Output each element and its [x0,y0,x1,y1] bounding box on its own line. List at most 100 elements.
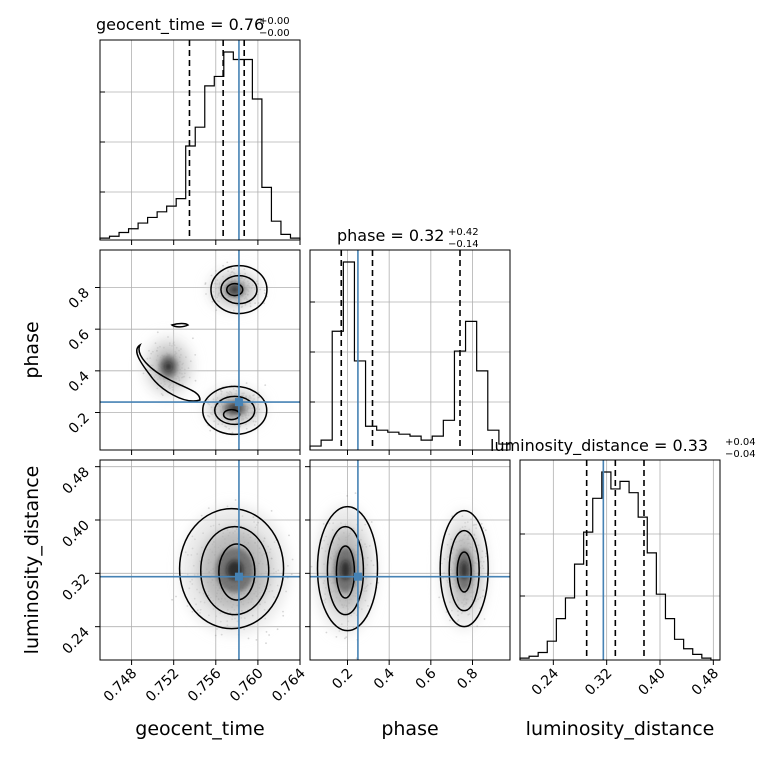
x-tick-label: 0.764 [269,665,309,705]
contour-line [335,545,356,599]
y-tick-label: 0.2 [66,410,93,437]
sample-point [482,527,485,529]
sample-point [354,492,357,494]
sample-point [480,522,483,525]
sample-point [290,573,293,576]
sample-point [377,581,380,584]
sample-point [310,565,313,568]
luminosity-distance-vs-phase-panel: 0.2 0.4 0.6 0.8 [305,459,511,693]
truth-marker [234,398,243,407]
density-shade [340,560,351,580]
x-tick-label: 0.40 [635,666,668,699]
sample-point [345,636,348,638]
density-shade [460,561,468,579]
sample-point [344,637,346,640]
sample-point [288,534,290,537]
histogram-step-line [99,51,301,240]
x-tick-label: 0.24 [529,665,562,698]
sample-point [265,631,268,633]
y-axis-label-phase: phase [21,321,43,378]
truth-marker [353,572,362,581]
y-tick-label: 0.24 [59,624,92,657]
sample-point [346,495,349,497]
sample-point [220,633,223,636]
sample-point [247,637,250,640]
contour-line [136,342,201,402]
contour-line [170,322,190,328]
y-axis-label-luminosity-distance: luminosity_distance [21,466,43,655]
panel-frame [309,459,511,661]
sample-point [268,634,270,636]
sample-point [370,521,373,523]
luminosity-distance-title: luminosity_distance = 0.33 +0.04 −0.04 [490,436,756,460]
sample-point [276,628,279,631]
sample-point [265,642,267,645]
panel-frame [99,249,301,451]
sample-point [438,596,441,599]
sample-point [171,598,174,601]
panel-frame [309,249,511,451]
y-tick-label: 0.4 [66,368,93,395]
contour-line [448,529,480,612]
x-tick-label: 0.48 [689,666,722,699]
density-shade [230,286,239,293]
contour-line [225,282,244,297]
geocent-time-histogram-panel [99,39,301,245]
sample-point [186,605,189,607]
svg-text:−0.14: −0.14 [448,239,479,250]
contour-line [439,509,489,628]
x-tick-label: 0.752 [143,666,183,706]
sample-point [282,614,285,617]
truth-marker [234,572,243,581]
sample-point [231,431,234,434]
geocent-time-title: geocent_time = 0.76 +0.00 −0.00 [96,15,290,39]
phase-title: phase = 0.32 +0.42 −0.14 [337,226,479,250]
contour-line [199,525,270,616]
sample-point [214,634,217,637]
svg-text:phase = 0.32: phase = 0.32 [337,226,444,245]
contour-line [213,395,256,426]
sample-point [282,610,284,613]
sample-point [263,289,266,292]
panel-frame [99,39,301,241]
y-tick-label: 0.40 [59,518,92,551]
svg-text:geocent_time = 0.76: geocent_time = 0.76 [96,15,264,35]
sample-point [484,529,487,532]
x-tick-label: 0.4 [371,665,398,692]
y-tick-label: 0.8 [66,285,93,312]
sample-point [335,636,338,638]
sample-point [200,514,203,517]
sample-point [476,625,479,628]
phase-histogram-panel [309,249,511,455]
svg-text:+0.00: +0.00 [259,16,290,27]
contour-line [456,551,472,593]
sample-point [234,499,237,501]
sample-point [226,261,229,264]
sample-point [204,282,207,284]
contour-line [316,505,379,632]
sample-point [325,631,328,634]
panel-frame [519,459,721,661]
sample-point [270,510,273,512]
sample-point [263,292,266,295]
sample-point [175,595,177,598]
svg-text:+0.04: +0.04 [725,437,756,448]
x-tick-label: 0.6 [413,665,440,692]
luminosity-distance-histogram-panel: 0.24 0.32 0.40 0.48 [519,459,722,699]
y-tick-label: 0.6 [66,327,93,354]
sample-point [204,283,207,285]
sample-point [209,429,212,432]
sample-point [192,337,194,340]
x-axis-label-phase: phase [381,718,438,740]
x-tick-label: 0.2 [329,666,356,693]
density-shade [164,361,173,372]
contour-line [218,543,256,601]
y-tick-label: 0.48 [59,464,92,497]
luminosity-distance-vs-geocent-time-panel: 0.748 0.752 0.756 0.760 0.764 0.24 0.32 0.40 0.4… [59,459,309,706]
sample-point [156,331,159,334]
contour-line [326,525,365,616]
x-tick-label: 0.8 [454,666,481,693]
x-tick-label: 0.32 [582,666,615,699]
svg-text:−0.00: −0.00 [259,28,290,39]
